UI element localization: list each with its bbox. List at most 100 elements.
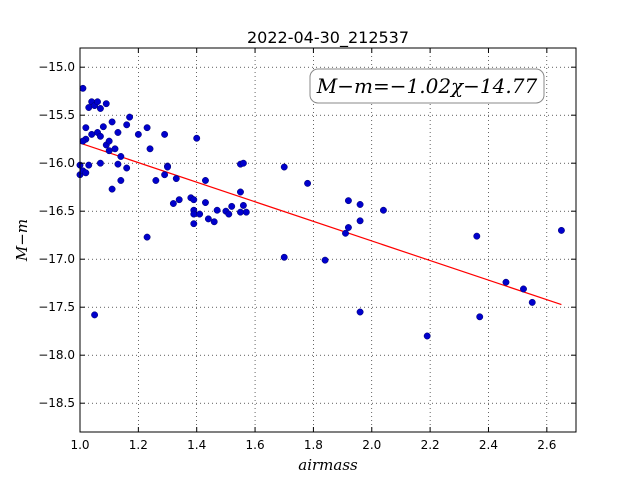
data-point: [242, 208, 250, 216]
data-point: [105, 137, 113, 145]
data-point: [557, 226, 565, 234]
x-tick-label: 2.4: [479, 438, 498, 452]
data-point: [356, 308, 364, 316]
data-point: [473, 232, 481, 240]
x-tick-label: 1.2: [129, 438, 148, 452]
data-point: [196, 210, 204, 218]
x-axis-label: airmass: [298, 456, 358, 474]
data-point: [114, 129, 122, 136]
data-point: [114, 160, 122, 168]
data-point: [105, 147, 113, 155]
plot-area-frame: [79, 47, 577, 433]
data-point: [123, 121, 131, 129]
data-point: [169, 200, 177, 207]
equation-box: M−m=−1.02χ−14.77: [309, 68, 545, 104]
data-point: [213, 206, 221, 214]
data-point: [202, 199, 209, 207]
y-tick-label: −16.0: [38, 156, 75, 170]
data-point: [111, 145, 119, 153]
data-point: [152, 177, 160, 184]
data-point: [528, 298, 536, 306]
data-point: [102, 100, 110, 108]
fit-line-group: [79, 142, 562, 306]
data-point: [239, 159, 247, 167]
data-point: [356, 201, 364, 208]
axis-ticks: 1.0 1.2 1.4 1.6 1.8 2.0 2.2 2.4 2.6 −15.0 −15.5 −16…: [38, 48, 576, 452]
data-point: [91, 311, 99, 319]
data-point: [304, 179, 312, 187]
x-tick-label: 2.0: [362, 438, 381, 452]
data-point: [344, 197, 352, 205]
data-point: [190, 210, 198, 218]
data-point: [117, 153, 125, 160]
data-point: [143, 233, 151, 241]
x-tick-label: 2.6: [537, 438, 556, 452]
data-point: [134, 130, 142, 138]
data-point: [502, 278, 510, 286]
data-point: [237, 208, 244, 216]
data-point: [94, 98, 101, 106]
data-point: [210, 218, 218, 226]
y-tick-label: −18.0: [38, 348, 75, 362]
data-point: [344, 224, 352, 231]
x-tick-label: 1.8: [304, 438, 323, 452]
data-point: [79, 84, 87, 92]
data-point: [190, 196, 198, 204]
data-point: [96, 105, 104, 112]
data-point: [239, 201, 247, 209]
data-point: [225, 210, 233, 218]
data-point: [280, 253, 288, 261]
y-tick-label: −17.5: [38, 300, 75, 314]
data-point: [146, 145, 154, 153]
data-point: [193, 134, 201, 142]
x-tick-label: 1.0: [70, 438, 89, 452]
data-point: [108, 185, 116, 193]
data-point: [79, 137, 87, 145]
data-point: [476, 313, 484, 321]
data-point: [202, 177, 209, 184]
x-tick-label: 1.6: [246, 438, 265, 452]
data-point: [82, 169, 90, 177]
data-point: [99, 123, 107, 131]
data-point: [126, 113, 134, 121]
data-point: [172, 175, 180, 183]
data-point: [379, 206, 387, 214]
y-tick-label: −15.5: [38, 108, 75, 122]
data-point: [520, 285, 527, 293]
data-point: [280, 163, 288, 171]
data-point: [175, 196, 183, 204]
data-point: [85, 161, 93, 169]
y-axis-label: M−m: [13, 219, 31, 262]
y-tick-label: −16.5: [38, 204, 75, 218]
data-point: [85, 104, 93, 111]
equation-box-border: [309, 68, 545, 104]
data-point: [96, 159, 104, 167]
data-point: [161, 130, 169, 138]
fit-equation-label: M−m=−1.02χ−14.77: [316, 74, 538, 98]
x-tick-label: 2.2: [421, 438, 440, 452]
data-point: [108, 118, 116, 126]
y-tick-label: −15.0: [38, 60, 75, 74]
data-point: [228, 202, 236, 210]
data-point: [423, 332, 431, 340]
chart-title: 2022-04-30_212537: [247, 28, 409, 48]
data-point: [88, 130, 96, 138]
data-point: [117, 177, 125, 184]
data-points: [76, 84, 565, 340]
data-point: [164, 163, 171, 171]
fit-line: [79, 142, 562, 306]
data-point: [237, 188, 244, 196]
data-point: [356, 217, 364, 225]
data-point: [342, 229, 349, 237]
data-point: [321, 256, 329, 264]
y-tick-label: −18.5: [38, 396, 75, 410]
data-point: [143, 124, 151, 132]
data-point: [123, 164, 131, 172]
x-tick-label: 1.4: [187, 438, 206, 452]
y-tick-label: −17.0: [38, 252, 75, 266]
data-point: [204, 215, 212, 223]
data-point: [190, 220, 198, 228]
data-point: [161, 171, 169, 179]
data-point: [82, 124, 90, 132]
